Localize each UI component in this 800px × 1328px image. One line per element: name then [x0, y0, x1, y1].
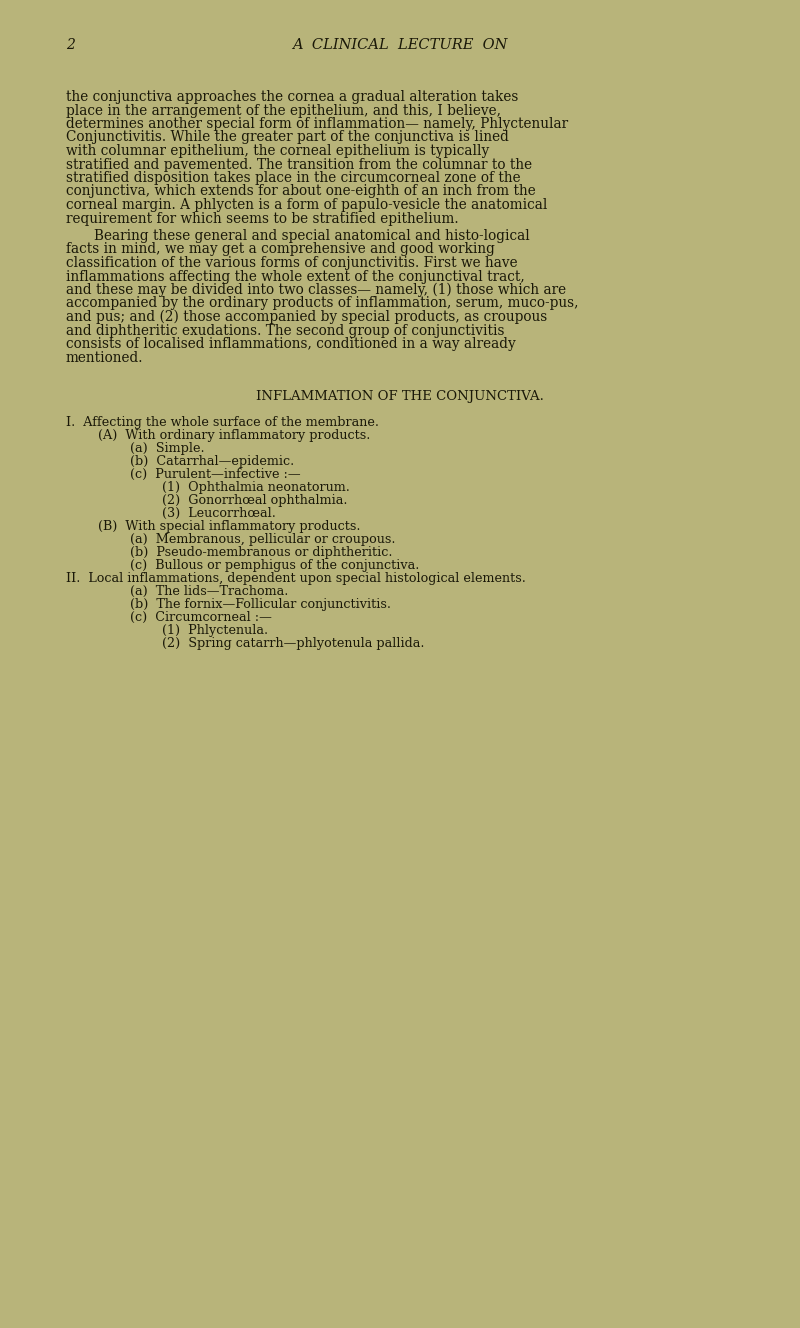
Text: (A)  With ordinary inflammatory products.: (A) With ordinary inflammatory products.: [98, 429, 370, 442]
Text: (3)  Leucorrhœal.: (3) Leucorrhœal.: [162, 507, 275, 521]
Text: (B)  With special inflammatory products.: (B) With special inflammatory products.: [98, 521, 360, 533]
Text: stratified and pavemented. The transition from the columnar to the: stratified and pavemented. The transitio…: [66, 158, 532, 171]
Text: place in the arrangement of the epithelium, and this, I believe,: place in the arrangement of the epitheli…: [66, 104, 501, 117]
Text: (c)  Purulent—infective :—: (c) Purulent—infective :—: [130, 467, 300, 481]
Text: consists of localised inflammations, conditioned in a way already: consists of localised inflammations, con…: [66, 337, 515, 351]
Text: A  CLINICAL  LECTURE  ON: A CLINICAL LECTURE ON: [292, 39, 508, 52]
Text: (2)  Spring catarrh—phlyotenula pallida.: (2) Spring catarrh—phlyotenula pallida.: [162, 637, 424, 649]
Text: Bearing these general and special anatomical and histo-logical: Bearing these general and special anatom…: [94, 228, 530, 243]
Text: inflammations affecting the whole extent of the conjunctival tract,: inflammations affecting the whole extent…: [66, 270, 524, 283]
Text: the conjunctiva approaches the cornea a gradual alteration takes: the conjunctiva approaches the cornea a …: [66, 90, 518, 104]
Text: Conjunctivitis. While the greater part of the conjunctiva is lined: Conjunctivitis. While the greater part o…: [66, 130, 509, 145]
Text: (b)  Catarrhal—epidemic.: (b) Catarrhal—epidemic.: [130, 456, 294, 467]
Text: accompanied by the ordinary products of inflammation, serum, muco-pus,: accompanied by the ordinary products of …: [66, 296, 578, 311]
Text: conjunctiva, which extends for about one-eighth of an inch from the: conjunctiva, which extends for about one…: [66, 185, 535, 198]
Text: 2: 2: [66, 39, 74, 52]
Text: (2)  Gonorrhœal ophthalmia.: (2) Gonorrhœal ophthalmia.: [162, 494, 347, 507]
Text: requirement for which seems to be stratified epithelium.: requirement for which seems to be strati…: [66, 211, 458, 226]
Text: mentioned.: mentioned.: [66, 351, 143, 364]
Text: (a)  Simple.: (a) Simple.: [130, 442, 204, 456]
Text: (b)  Pseudo-membranous or diphtheritic.: (b) Pseudo-membranous or diphtheritic.: [130, 546, 392, 559]
Text: (1)  Phlyctenula.: (1) Phlyctenula.: [162, 624, 268, 637]
Text: (c)  Circumcorneal :—: (c) Circumcorneal :—: [130, 611, 271, 624]
Text: I.  Affecting the whole surface of the membrane.: I. Affecting the whole surface of the me…: [66, 416, 378, 429]
Text: (1)  Ophthalmia neonatorum.: (1) Ophthalmia neonatorum.: [162, 481, 350, 494]
Text: facts in mind, we may get a comprehensive and good working: facts in mind, we may get a comprehensiv…: [66, 243, 494, 256]
Text: (b)  The fornix—Follicular conjunctivitis.: (b) The fornix—Follicular conjunctivitis…: [130, 598, 390, 611]
Text: corneal margin. A phlycten is a form of papulo-vesicle the anatomical: corneal margin. A phlycten is a form of …: [66, 198, 547, 212]
Text: II.  Local inflammations, dependent upon special histological elements.: II. Local inflammations, dependent upon …: [66, 572, 526, 586]
Text: stratified disposition takes place in the circumcorneal zone of the: stratified disposition takes place in th…: [66, 171, 520, 185]
Text: and diphtheritic exudations. The second group of conjunctivitis: and diphtheritic exudations. The second …: [66, 324, 504, 337]
Text: (c)  Bullous or pemphigus of the conjunctiva.: (c) Bullous or pemphigus of the conjunct…: [130, 559, 419, 572]
Text: INFLAMMATION OF THE CONJUNCTIVA.: INFLAMMATION OF THE CONJUNCTIVA.: [256, 390, 544, 402]
Text: (a)  The lids—Trachoma.: (a) The lids—Trachoma.: [130, 586, 288, 598]
Text: and pus; and (2) those accompanied by special products, as croupous: and pus; and (2) those accompanied by sp…: [66, 309, 547, 324]
Text: with columnar epithelium, the corneal epithelium is typically: with columnar epithelium, the corneal ep…: [66, 143, 489, 158]
Text: classification of the various forms of conjunctivitis. First we have: classification of the various forms of c…: [66, 256, 518, 270]
Text: determines another special form of inflammation— namely, Phlyctenular: determines another special form of infla…: [66, 117, 568, 131]
Text: and these may be divided into two classes— namely, (1) those which are: and these may be divided into two classe…: [66, 283, 566, 297]
Text: (a)  Membranous, pellicular or croupous.: (a) Membranous, pellicular or croupous.: [130, 533, 395, 546]
